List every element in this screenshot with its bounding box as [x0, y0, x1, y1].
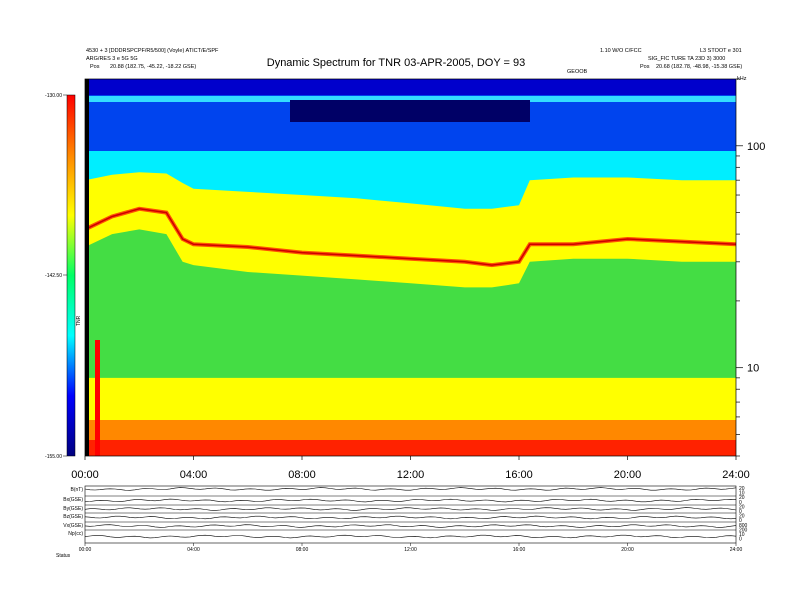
panel-right-tick-label: 20: [739, 514, 745, 520]
status-label: Status: [56, 553, 71, 559]
header-left-line2: ARG/RES 3 e 5G 5G: [86, 56, 138, 62]
header-left-line1: 4530 + 3 [DDDRSPCPF/R5/500] (Voyle) ATIC…: [86, 48, 219, 54]
header-left-pos-value: 20.88 (182.75, -45.22, -18.22 GSE): [110, 64, 197, 70]
header-left-pos-label: Pos: [90, 64, 100, 70]
panel-right-tick-label: 200: [739, 527, 748, 533]
left-red-spike: [95, 340, 100, 456]
panel-x-tick-label: 20:00: [621, 547, 634, 553]
panel-right-tick-label: 0: [739, 518, 742, 524]
panel-right-tick-label: 20: [739, 495, 745, 501]
x-axis-tick-label: 00:00: [71, 469, 99, 481]
panel-x-tick-label: 24:00: [730, 547, 743, 553]
panel-row-label: Vx(GSE): [63, 523, 83, 529]
left-edge-black: [85, 79, 89, 456]
panel-trace: [84, 524, 737, 528]
dark-patch: [290, 100, 530, 122]
y-axis-tick-label: 10: [747, 363, 759, 375]
x-axis-tick-label: 24:00: [722, 469, 750, 481]
green-band: [85, 229, 736, 378]
colorbar-tick-label: -142.50: [45, 273, 62, 279]
y-axis-tick-label: 100: [747, 141, 765, 153]
panel-right-tick-label: 10: [739, 491, 745, 497]
x-axis-tick-label: 12:00: [397, 469, 425, 481]
panel-right-tick-label: 0: [739, 500, 742, 506]
panel-trace: [84, 515, 737, 520]
header-right-line1: 1.10 W/O C/FCC: [600, 48, 642, 54]
colorbar: [66, 94, 76, 457]
panel-trace: [84, 534, 737, 539]
colorbar-tick-label: -155.00: [45, 454, 62, 460]
panel-trace: [84, 498, 737, 503]
panel-right-tick-label: 0: [739, 509, 742, 515]
x-axis-tick-label: 20:00: [614, 469, 642, 481]
header-right-pos-value: 20.68 (182.78, -48.98, -15.38 GSE): [656, 64, 743, 70]
colorbar-label: TNR: [76, 315, 82, 326]
panel-x-tick-label: 04:00: [187, 547, 200, 553]
cyan-stripe: [85, 96, 736, 102]
spectrogram: [85, 79, 736, 456]
panel-x-tick-label: 12:00: [404, 547, 417, 553]
panel-trace: [84, 507, 737, 511]
panel-x-tick-label: 08:00: [296, 547, 309, 553]
panel-row-label: B(nT): [71, 487, 84, 493]
header-right-small: GEOOB: [567, 69, 588, 75]
deep-blue-band: [85, 79, 736, 95]
freq-unit-label: kHz: [737, 76, 747, 82]
colorbar-tick-label: -130.00: [45, 93, 62, 99]
panel-row-label: Np(cc): [68, 531, 83, 537]
x-axis-tick-label: 16:00: [505, 469, 533, 481]
x-axis-tick-label: 08:00: [288, 469, 316, 481]
panel-x-tick-label: 00:00: [79, 547, 92, 553]
panel-trace: [84, 487, 737, 491]
x-axis-tick-label: 04:00: [180, 469, 208, 481]
header-right-line1b: L3 STOOT e 301: [700, 48, 742, 54]
header-right-line2: SIG_FIC TURE TA 23D 3) 3000: [648, 56, 726, 62]
bottom-red-edge: [85, 440, 736, 456]
panel-x-tick-label: 16:00: [513, 547, 526, 553]
panel-right-tick-label: 10: [739, 532, 745, 538]
emission-line-core: [85, 208, 736, 266]
panel-right-tick-label: 20: [739, 486, 745, 492]
panel-right-tick-label: 800: [739, 523, 748, 529]
panel-row-label: By(GSE): [63, 506, 83, 512]
panel-row-label: Bz(GSE): [63, 514, 83, 520]
panel-row-label: Bx(GSE): [63, 497, 83, 503]
panel-right-tick-label: 0: [739, 537, 742, 543]
chart-title: Dynamic Spectrum for TNR 03-APR-2005, DO…: [266, 57, 526, 69]
panel-frame: [84, 485, 737, 544]
panel-right-tick-label: 20: [739, 504, 745, 510]
header-right-pos-label: Pos: [640, 64, 650, 70]
